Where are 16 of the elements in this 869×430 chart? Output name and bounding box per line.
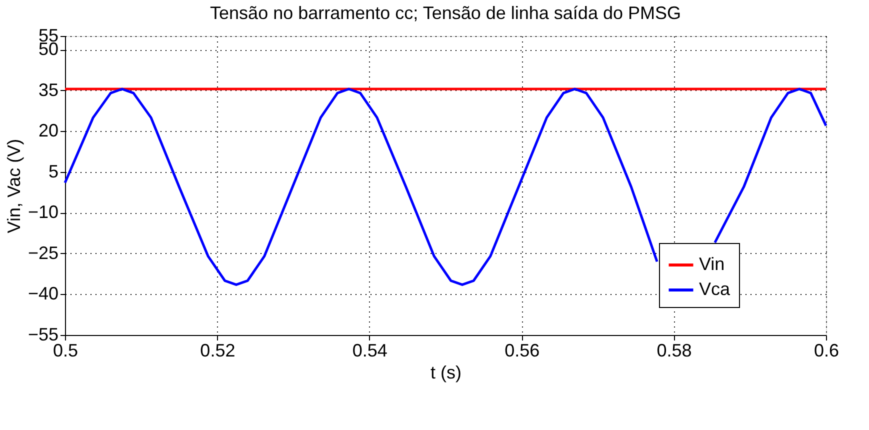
x-tick-label: 0.54 xyxy=(352,340,388,360)
y-tick-label: 35 xyxy=(38,80,58,100)
y-tick-label: 5 xyxy=(48,161,58,182)
chart-title: Tensão no barramento cc; Tensão de linha saída do PMSG xyxy=(210,3,681,23)
y-tick-label: −10 xyxy=(28,202,58,222)
x-tick-label: 0.58 xyxy=(656,340,692,360)
x-axis-title: t (s) xyxy=(430,362,462,382)
y-tick-label: 20 xyxy=(38,120,58,141)
legend-label: Vin xyxy=(699,254,725,274)
x-tick-label: 0.52 xyxy=(200,340,236,360)
legend-label: Vca xyxy=(699,279,732,299)
x-tick-label: 0.6 xyxy=(814,340,840,360)
x-tick-label: 0.56 xyxy=(504,340,540,360)
y-tick-label: −40 xyxy=(28,284,58,304)
y-axis-title: Vin, Vac (V) xyxy=(4,138,24,234)
y-tick-label: −25 xyxy=(28,242,58,263)
